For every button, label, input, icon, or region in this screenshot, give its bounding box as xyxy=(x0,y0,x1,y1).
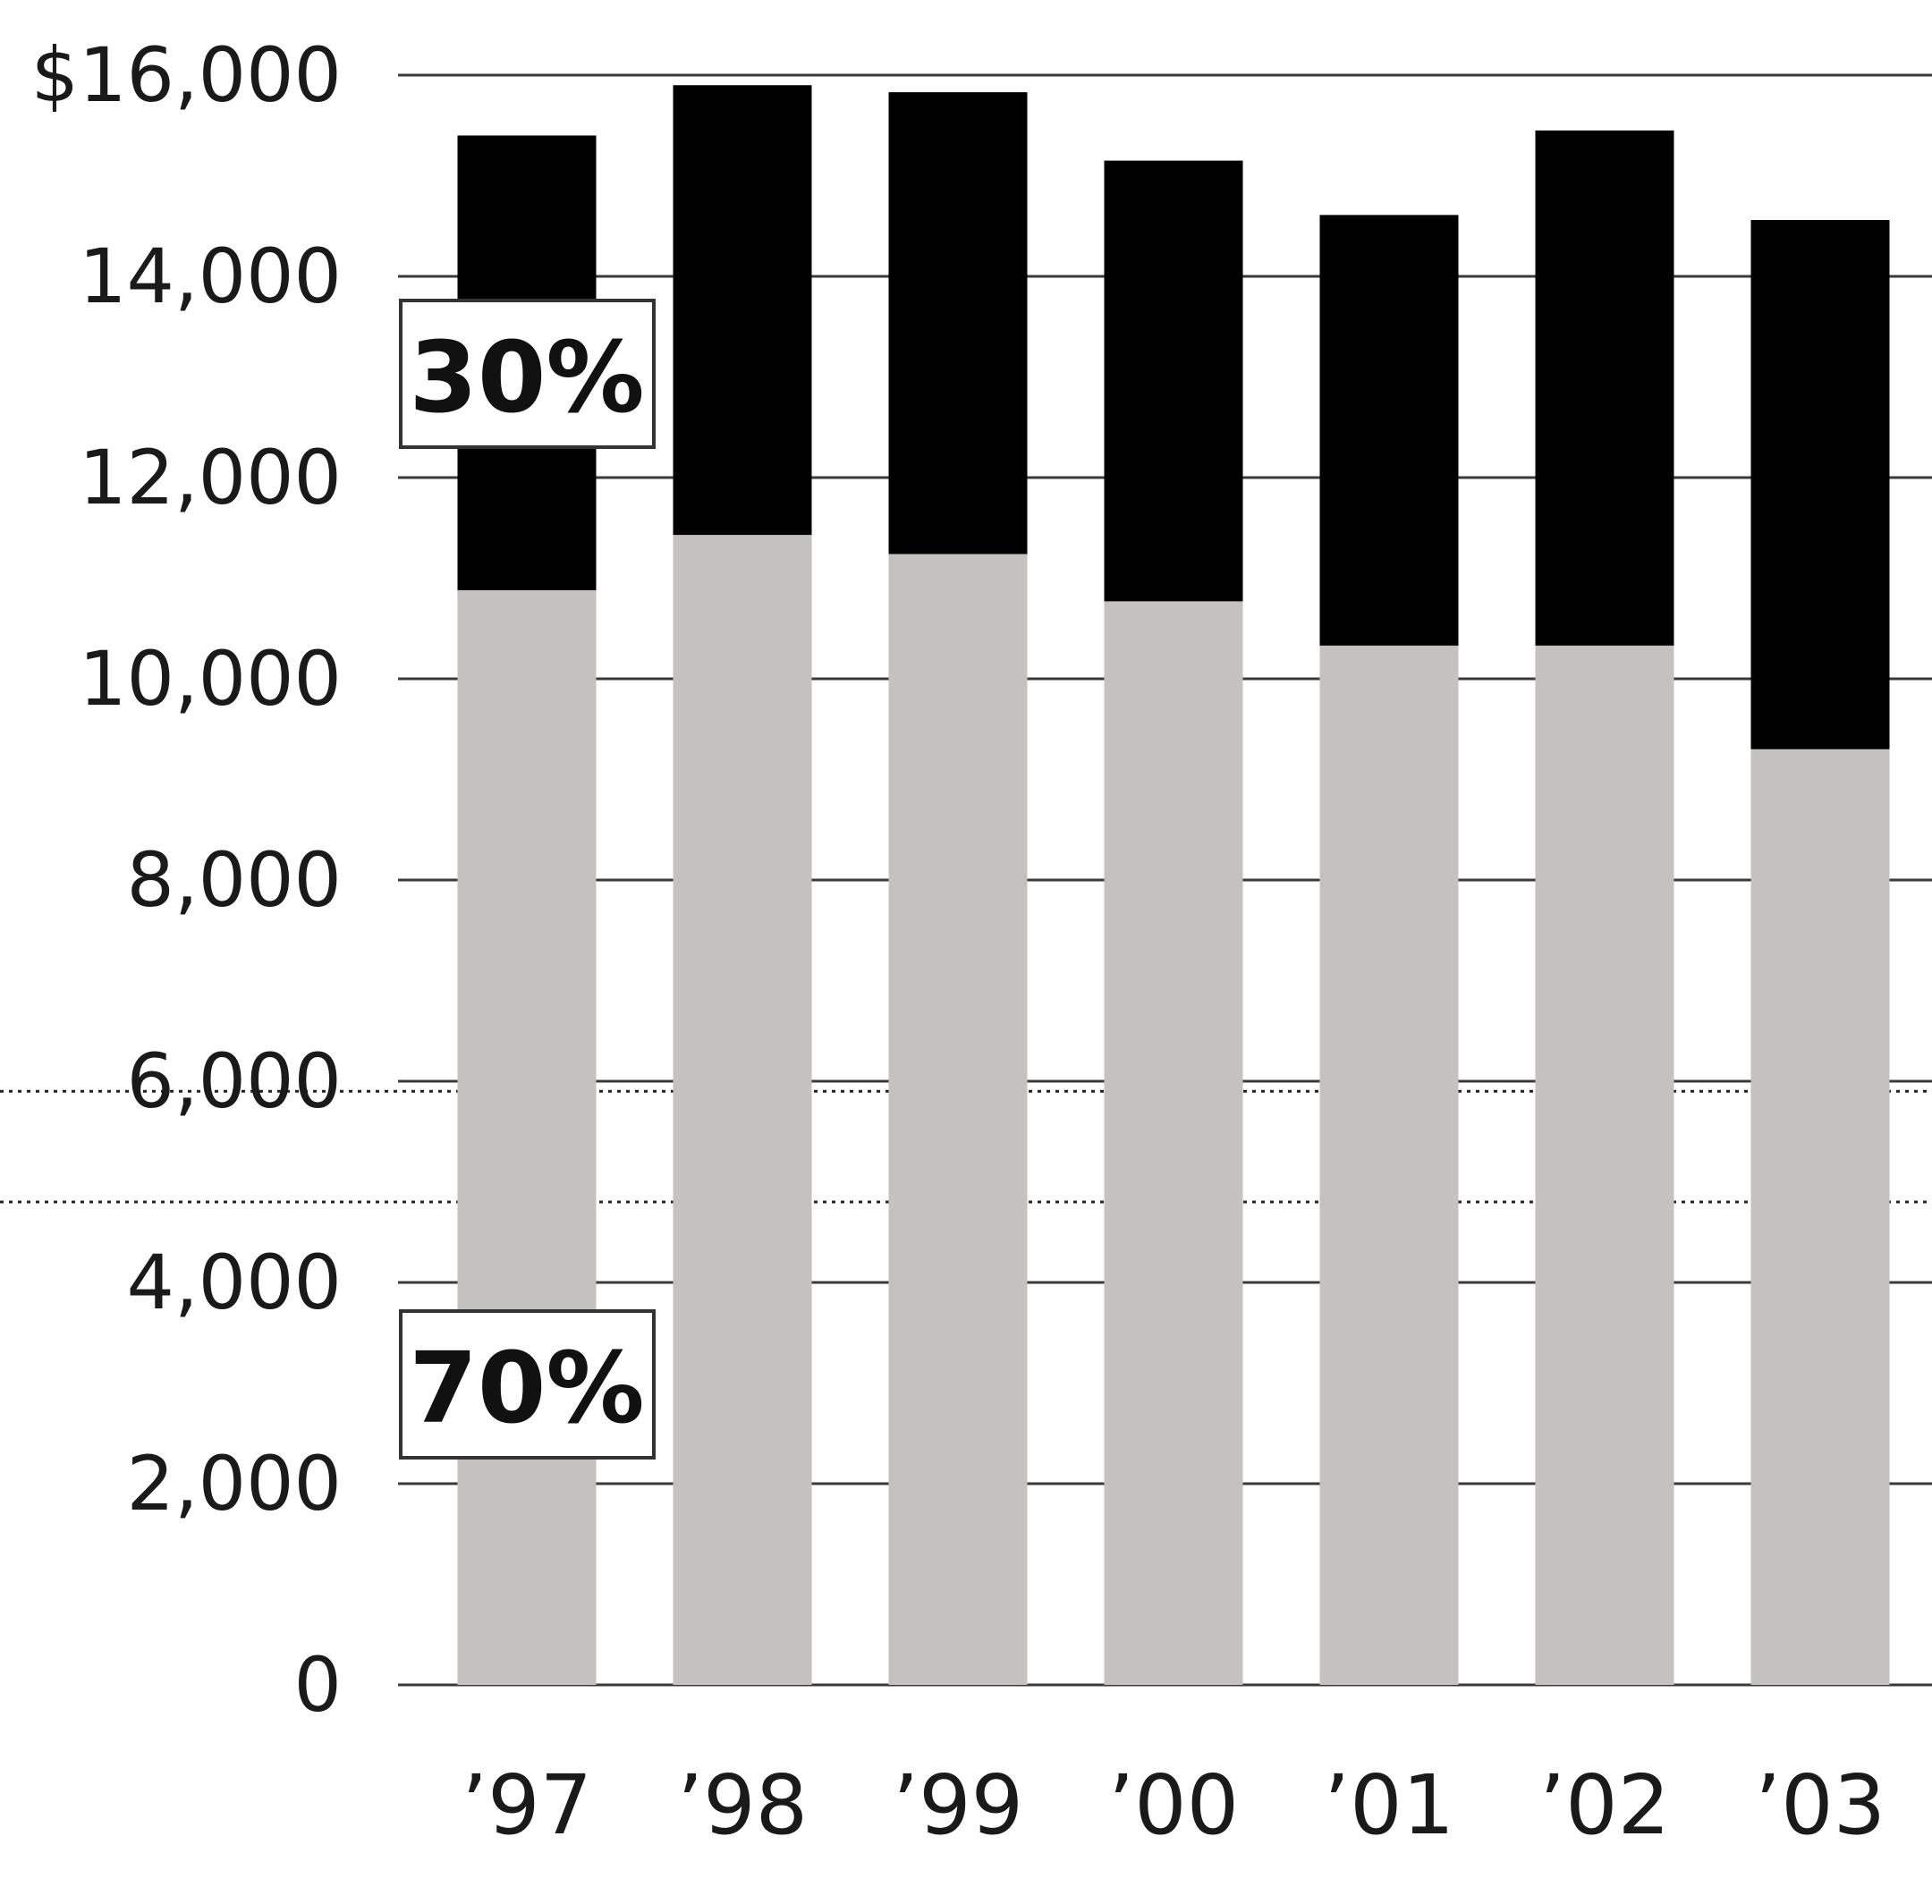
bar-segment-top xyxy=(673,85,812,536)
x-tick-label: ’01 xyxy=(1324,1757,1454,1853)
bar-segment-bottom xyxy=(1535,645,1674,1685)
bar-segment-top xyxy=(1535,130,1674,646)
x-tick-label: ’99 xyxy=(893,1757,1023,1853)
bar-segment-bottom xyxy=(1104,601,1243,1685)
y-tick-label: 6,000 xyxy=(127,1037,342,1125)
y-tick-label: 2,000 xyxy=(127,1440,342,1527)
y-tick-label: 14,000 xyxy=(79,233,342,320)
bar-segment-bottom xyxy=(1319,645,1459,1685)
y-tick-label: 8,000 xyxy=(127,836,342,924)
share-label-bottom-text: 70% xyxy=(409,1331,644,1445)
share-label-top: 30% xyxy=(399,299,656,449)
y-tick-label: 4,000 xyxy=(127,1239,342,1326)
bar-segment-top xyxy=(888,92,1028,554)
share-label-top-text: 30% xyxy=(409,320,644,435)
y-tick-label: 10,000 xyxy=(79,635,342,723)
share-label-bottom-box xyxy=(399,1309,656,1460)
bars xyxy=(457,85,1890,1685)
x-tick-label: ’02 xyxy=(1539,1757,1670,1853)
bar-segment-bottom xyxy=(457,590,597,1685)
bar-segment-top xyxy=(1319,215,1459,646)
x-tick-label: ’03 xyxy=(1755,1757,1885,1853)
bar-segment-bottom xyxy=(673,535,812,1685)
bar-segment-bottom xyxy=(888,554,1028,1685)
y-axis-tick-labels: $16,000 14,000 12,000 10,000 8,000 6,000 4,000… xyxy=(31,31,342,1729)
y-tick-label: 12,000 xyxy=(79,434,342,521)
x-tick-label: ’00 xyxy=(1108,1757,1239,1853)
y-tick-label: 0 xyxy=(294,1641,342,1729)
x-tick-label: ’97 xyxy=(462,1757,592,1853)
x-axis-tick-labels: ’97 ’98 ’99 ’00 ’01 ’02 ’03 xyxy=(462,1757,1885,1853)
share-label-top-box xyxy=(399,299,656,449)
bar-segment-top xyxy=(1104,160,1243,602)
bar-segment-top xyxy=(1750,220,1890,749)
x-tick-label: ’98 xyxy=(677,1757,808,1853)
share-label-bottom: 70% xyxy=(399,1309,656,1460)
y-tick-label: $16,000 xyxy=(31,31,342,119)
bar-segment-bottom xyxy=(1750,749,1890,1685)
